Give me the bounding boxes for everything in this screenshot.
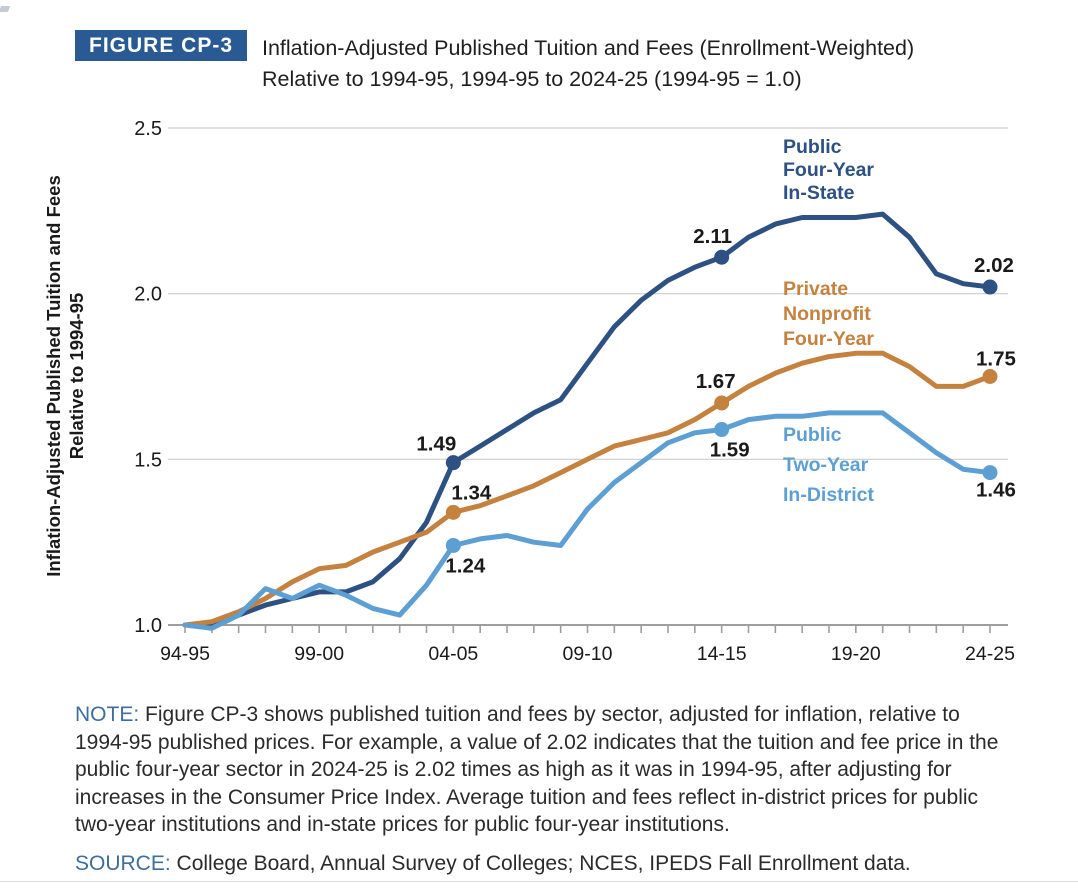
data-point-pub4-14-15 [714,249,730,265]
x-tick-label-14-15: 14-15 [697,643,747,665]
data-label-pub4-24-25: 2.02 [974,254,1014,277]
legend-priv-line1: Private [783,278,848,300]
legend-pub2-line3: In-District [783,484,875,506]
figure-title-line1: Inflation-Adjusted Published Tuition and… [262,36,915,60]
figure-number-badge: FIGURE CP-3 [75,30,248,61]
data-point-pub2-14-15 [714,422,730,438]
legend-pub4-line2: Four-Year [783,159,874,181]
scan-artifact-mark [0,6,11,12]
data-point-pub2-24-25 [982,465,998,481]
legend-pub2-line2: Two-Year [783,454,869,476]
note-text: Figure CP-3 shows published tuition and … [75,703,999,836]
line-pub2 [182,410,993,631]
x-tick-label-99-00: 99-00 [294,643,344,665]
y-axis-title: Inflation-Adjusted Published Tuition and… [43,175,87,577]
x-tick-label-04-05: 04-05 [428,643,478,665]
legend-priv-line3: Four-Year [783,328,874,350]
line-priv [182,350,993,628]
source-text: College Board, Annual Survey of Colleges… [176,852,911,875]
data-label-pub4-04-05: 1.49 [416,433,456,456]
x-tick-label-19-20: 19-20 [831,643,881,665]
x-tick-label-94-95: 94-95 [160,643,210,665]
y-tick-label-2: 2.0 [134,284,162,306]
tuition-index-line-chart: 1.0 1.5 2.0 2.5 94-95 99-00 04-05 09-10 14-15 19-… [43,118,1016,665]
data-point-pub2-04-05 [445,537,461,553]
note-label: NOTE: [75,703,140,726]
data-point-priv-04-05 [445,504,461,520]
data-label-priv-14-15: 1.67 [696,370,736,393]
data-point-priv-24-25 [982,369,998,385]
y-tick-label-2.5: 2.5 [134,118,162,140]
figure-title: Inflation-Adjusted Published Tuition and… [262,33,914,95]
figure-note: NOTE: Figure CP-3 shows published tuitio… [75,701,1016,839]
legend-priv-line2: Nonprofit [783,303,871,325]
figure-source: SOURCE: College Board, Annual Survey of … [75,852,1016,876]
data-label-pub4-14-15: 2.11 [693,225,732,248]
line-pub4 [182,211,993,628]
y-tick-label-1: 1.0 [134,615,162,637]
source-label: SOURCE: [75,852,171,875]
data-point-priv-14-15 [714,395,730,411]
data-label-pub2-14-15: 1.59 [710,439,750,462]
x-tick-label-09-10: 09-10 [563,643,613,665]
data-label-priv-24-25: 1.75 [976,348,1016,371]
y-tick-label-1.5: 1.5 [134,449,162,471]
legend-pub4-line3: In-State [783,182,855,204]
data-label-priv-04-05: 1.34 [451,481,491,504]
data-point-pub4-04-05 [445,455,461,471]
data-label-pub2-04-05: 1.24 [445,554,485,577]
data-label-pub2-24-25: 1.46 [976,479,1016,502]
legend-pub4-line1: Public [783,136,842,158]
legend-pub2-line1: Public [783,424,842,446]
footer-divider [0,881,1078,882]
x-tick-label-24-25: 24-25 [965,643,1015,665]
figure-title-line2: Relative to 1994-95, 1994-95 to 2024-25 … [262,67,802,91]
data-point-pub4-24-25 [982,279,998,295]
